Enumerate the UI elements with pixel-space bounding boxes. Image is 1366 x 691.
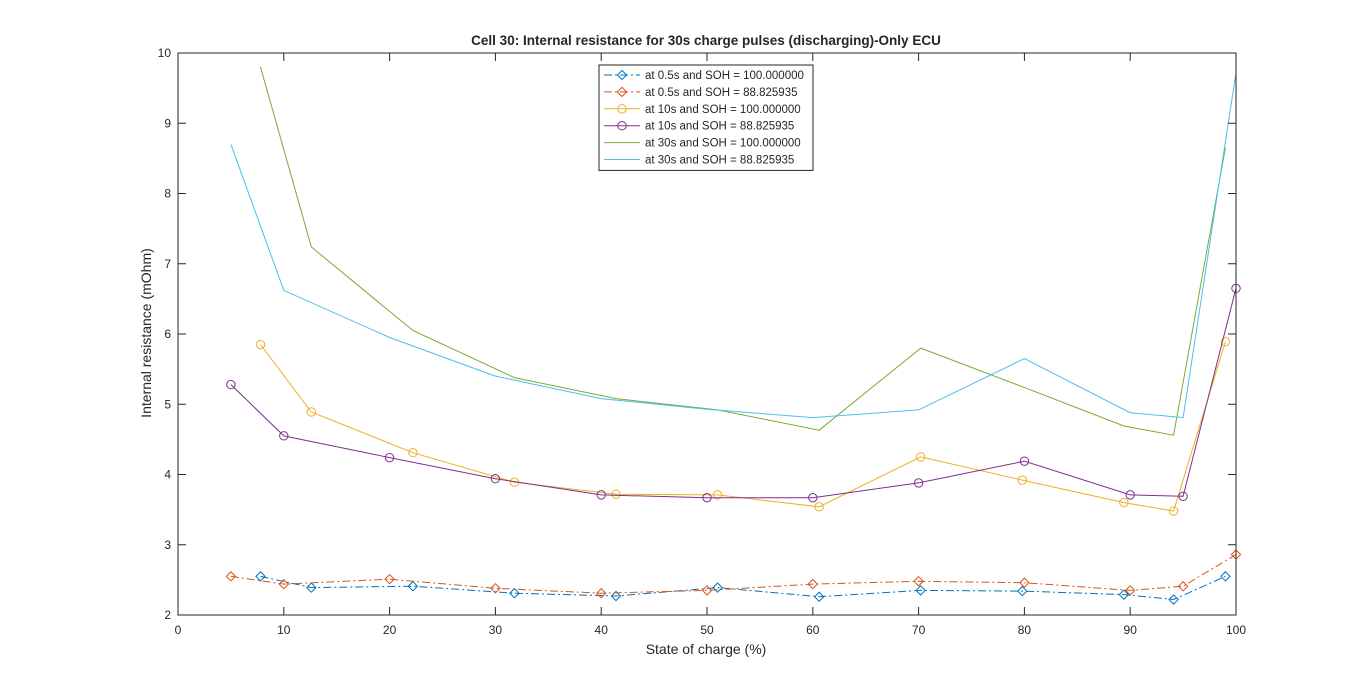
x-tick-label: 0 — [175, 623, 182, 637]
series-1 — [255, 571, 1231, 605]
data-point — [384, 452, 395, 463]
data-point — [306, 407, 317, 417]
y-tick-label: 3 — [164, 538, 171, 552]
legend-entry-3: at 10s and SOH = 100.000000 — [604, 104, 801, 116]
data-point — [1124, 585, 1136, 596]
data-point — [255, 571, 266, 582]
data-point — [1178, 491, 1188, 501]
legend-entry-2: at 0.5s and SOH = 88.825935 — [604, 86, 798, 99]
axes: 0 10 20 30 40 50 60 70 80 90 100 2 3 4 5 6 7 8 9 10 — [158, 46, 1247, 637]
legend-entry-6: at 30s and SOH = 88.825935 — [604, 155, 794, 167]
x-axis-label: State of charge (%) — [646, 641, 767, 657]
x-tick-label: 30 — [489, 623, 503, 637]
data-point — [1177, 580, 1189, 592]
x-tick-label: 70 — [912, 623, 926, 637]
data-point — [1016, 585, 1028, 597]
series-line — [230, 288, 1237, 499]
data-point — [814, 502, 824, 512]
legend-label: at 30s and SOH = 88.825935 — [645, 155, 794, 167]
legend-label: at 0.5s and SOH = 100.000000 — [645, 70, 804, 82]
legend-marker — [616, 69, 628, 81]
legend-label: at 30s and SOH = 100.000000 — [645, 138, 801, 150]
series-5 — [260, 66, 1226, 436]
data-point — [225, 571, 237, 582]
x-tick-label: 60 — [806, 623, 820, 637]
x-tick-label: 80 — [1018, 623, 1032, 637]
y-axis-label: Internal resistance (mOhm) — [138, 248, 154, 418]
data-point — [913, 478, 924, 488]
series-2 — [225, 549, 1242, 599]
data-point — [712, 582, 723, 593]
series-line — [260, 66, 1226, 436]
data-point — [1019, 577, 1030, 588]
data-point — [913, 575, 924, 587]
y-tick-label: 5 — [164, 397, 171, 411]
series-line — [230, 554, 1237, 594]
series-line — [260, 341, 1226, 512]
data-point — [712, 490, 723, 500]
series-line — [230, 72, 1237, 419]
legend-label: at 10s and SOH = 100.000000 — [645, 104, 801, 116]
data-point — [384, 573, 395, 585]
x-tick-label: 10 — [277, 623, 291, 637]
series-6 — [230, 72, 1237, 419]
series-3 — [255, 337, 1231, 516]
data-point — [407, 580, 419, 592]
x-tick-label: 100 — [1226, 623, 1246, 637]
data-point — [255, 339, 266, 350]
y-tick-label: 8 — [164, 187, 171, 201]
data-point — [1119, 497, 1129, 508]
y-tick-label: 4 — [164, 468, 171, 482]
data-point — [1017, 475, 1027, 485]
x-tick-label: 90 — [1124, 623, 1138, 637]
data-point — [279, 431, 289, 441]
data-point — [596, 490, 606, 500]
legend-label: at 10s and SOH = 88.825935 — [645, 121, 794, 133]
legend: at 0.5s and SOH = 100.000000 at 0.5s and … — [598, 64, 814, 171]
x-tick-label: 20 — [383, 623, 397, 637]
data-point — [278, 578, 290, 590]
data-point — [808, 492, 818, 503]
legend-entry-1: at 0.5s and SOH = 100.000000 — [604, 69, 804, 82]
legend-box — [598, 64, 814, 171]
legend-marker — [616, 86, 628, 98]
data-point — [306, 582, 317, 593]
data-point — [1168, 506, 1179, 516]
data-point — [509, 587, 520, 599]
data-point — [1125, 490, 1135, 500]
data-point — [226, 379, 236, 390]
data-point — [1019, 456, 1030, 466]
data-point — [813, 591, 825, 603]
y-tick-label: 6 — [164, 327, 171, 341]
data-point — [1118, 589, 1130, 600]
data-point — [701, 585, 713, 596]
series-layer — [225, 66, 1242, 605]
data-point — [408, 448, 418, 458]
data-point — [1168, 594, 1179, 605]
data-point — [702, 492, 712, 503]
data-point — [595, 587, 607, 599]
x-tick-label: 40 — [595, 623, 609, 637]
data-point — [490, 582, 501, 594]
legend-label: at 0.5s and SOH = 88.825935 — [645, 87, 798, 99]
data-point — [916, 452, 926, 462]
x-tick-label: 50 — [700, 623, 714, 637]
legend-entry-4: at 10s and SOH = 88.825935 — [604, 121, 794, 133]
data-point — [490, 474, 501, 484]
data-point — [611, 489, 621, 499]
chart-title: Cell 30: Internal resistance for 30s cha… — [471, 33, 941, 48]
legend-entry-5: at 30s and SOH = 100.000000 — [604, 138, 801, 150]
data-point — [1220, 571, 1231, 582]
y-tick-label: 2 — [164, 608, 171, 622]
legend-marker — [617, 104, 627, 114]
y-tick-label: 10 — [158, 46, 172, 60]
data-point — [1220, 337, 1231, 347]
data-point — [610, 590, 622, 602]
y-tick-label: 7 — [164, 257, 171, 271]
y-tick-label: 9 — [164, 116, 171, 130]
legend-marker — [617, 121, 627, 131]
data-point — [807, 578, 819, 590]
data-point — [915, 585, 927, 596]
